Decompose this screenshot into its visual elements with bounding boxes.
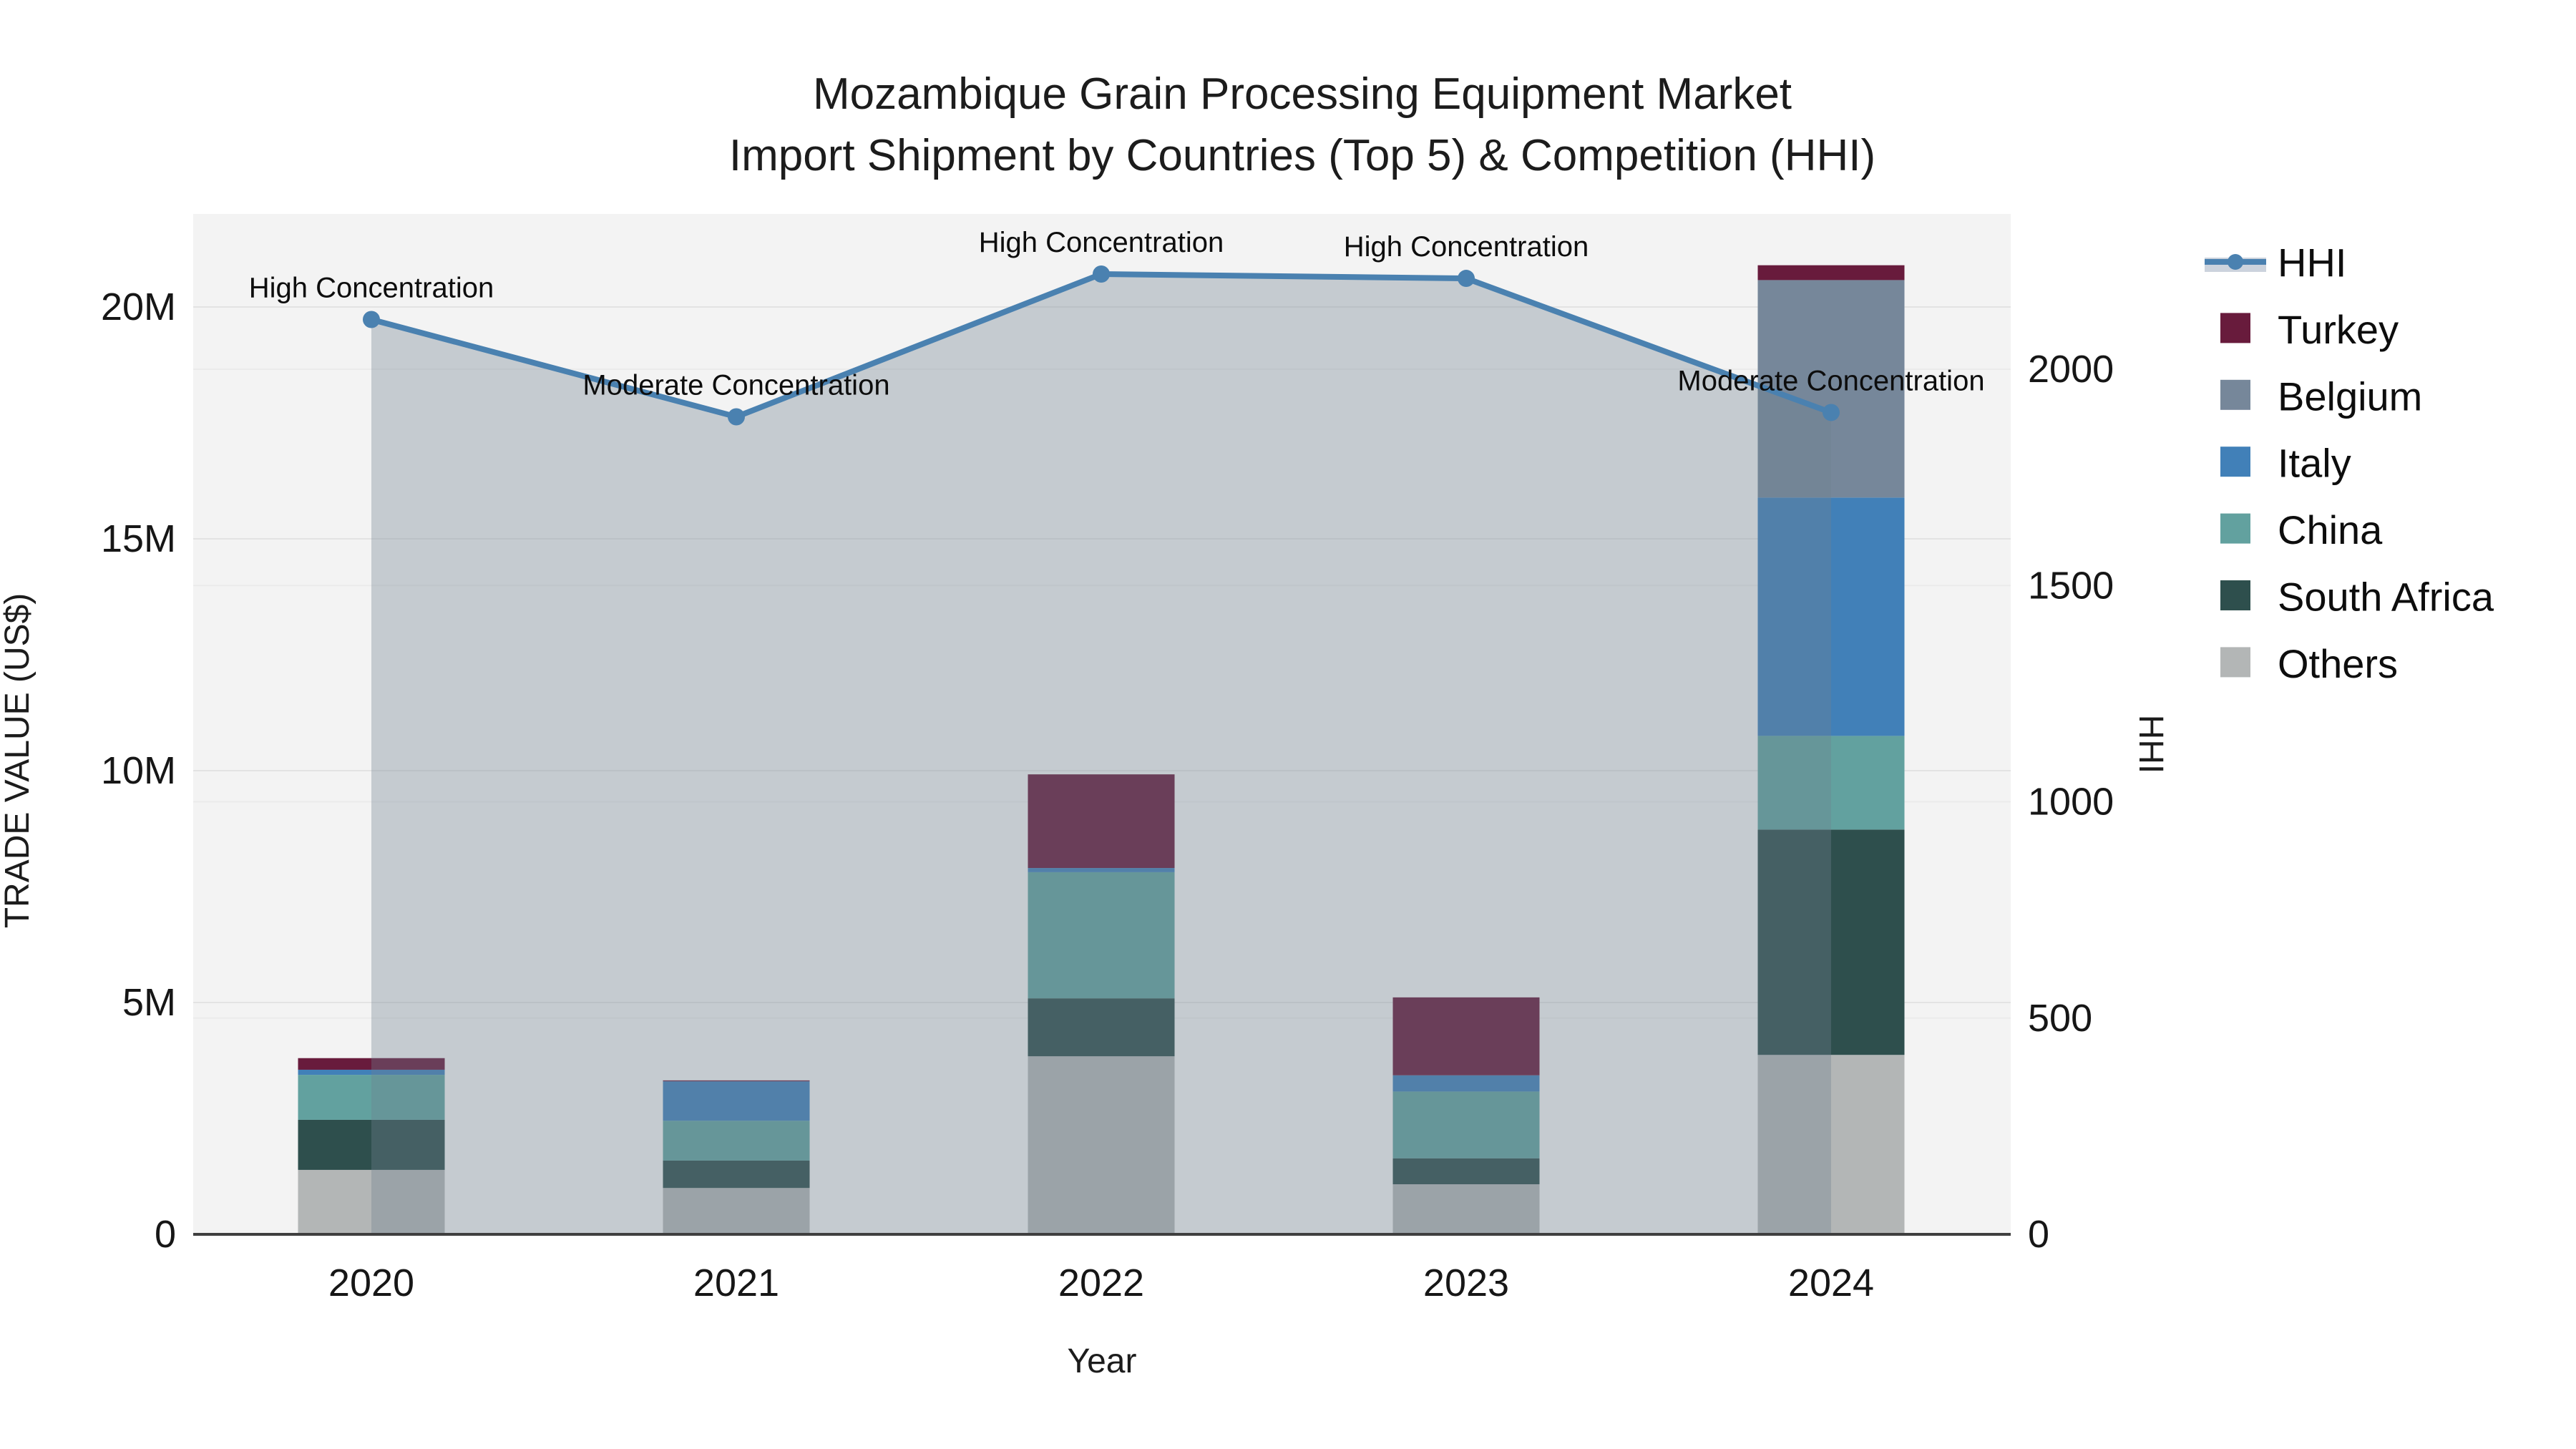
legend-item-turkey[interactable]: Turkey — [2220, 307, 2399, 352]
y-axis-left-title: TRADE VALUE (US$) — [0, 593, 36, 929]
bar-segment-italy-2020 — [298, 1069, 445, 1075]
legend-item-others[interactable]: Others — [2220, 641, 2398, 686]
hhi-marker-2022 — [1093, 265, 1110, 283]
bar-segment-china-2024 — [1757, 736, 1905, 830]
chart-title-line1: Mozambique Grain Processing Equipment Ma… — [813, 69, 1792, 119]
bar-segment-others-2021 — [663, 1188, 810, 1234]
legend-item-hhi[interactable]: HHI — [2205, 240, 2346, 286]
x-tick-2024: 2024 — [1788, 1262, 1874, 1304]
annotation-2024: Moderate Concentration — [1677, 365, 1984, 396]
bar-segment-china-2021 — [663, 1121, 810, 1161]
legend-label-hhi: HHI — [2278, 240, 2346, 286]
legend-item-china[interactable]: China — [2220, 507, 2383, 552]
bar-segment-turkey-2021 — [663, 1080, 810, 1082]
x-tick-2023: 2023 — [1423, 1262, 1509, 1304]
x-axis-title: Year — [1068, 1342, 1137, 1380]
legend-swatch-south-africa — [2220, 580, 2250, 610]
bar-segment-turkey-2022 — [1028, 774, 1175, 869]
legend-swatch-italy — [2220, 447, 2250, 477]
annotation-2021: Moderate Concentration — [582, 369, 889, 401]
chart-title-line2: Import Shipment by Countries (Top 5) & C… — [729, 131, 1875, 180]
bar-segment-others-2023 — [1392, 1184, 1540, 1234]
bar-segment-turkey-2020 — [298, 1058, 445, 1070]
y-axis-right-title: HHI — [2132, 715, 2170, 774]
legend-swatch-belgium — [2220, 379, 2250, 410]
legend-swatch-others — [2220, 647, 2250, 678]
bar-segment-italy-2023 — [1392, 1075, 1540, 1092]
y-right-tick-0: 0 — [2028, 1213, 2049, 1256]
y-right-tick-2000: 2000 — [2028, 348, 2114, 391]
bar-segment-italy-2024 — [1757, 497, 1905, 736]
bar-segment-belgium-2024 — [1757, 280, 1905, 498]
bar-segment-south-africa-2023 — [1392, 1158, 1540, 1185]
bar-segment-italy-2022 — [1028, 868, 1175, 872]
bar-segment-south-africa-2020 — [298, 1119, 445, 1170]
legend-label-china: China — [2278, 507, 2383, 552]
bar-segment-italy-2021 — [663, 1081, 810, 1121]
legend-swatch-turkey — [2220, 313, 2250, 343]
legend-label-turkey: Turkey — [2278, 307, 2399, 352]
bar-segment-turkey-2023 — [1392, 997, 1540, 1075]
y-right-tick-1000: 1000 — [2028, 781, 2114, 824]
bar-segment-south-africa-2021 — [663, 1160, 810, 1189]
bar-segment-others-2024 — [1757, 1055, 1905, 1234]
legend-label-italy: Italy — [2278, 441, 2351, 486]
bar-segment-others-2022 — [1028, 1056, 1175, 1234]
y-left-tick-0: 0 — [155, 1213, 176, 1256]
hhi-marker-2021 — [728, 408, 745, 426]
y-left-tick-20M: 20M — [101, 286, 176, 328]
annotation-2022: High Concentration — [979, 227, 1224, 258]
bar-segment-others-2020 — [298, 1169, 445, 1234]
bar-segment-china-2020 — [298, 1075, 445, 1120]
bar-segment-china-2022 — [1028, 872, 1175, 999]
legend-hhi-marker-swatch — [2228, 254, 2243, 270]
legend-label-south-africa: South Africa — [2278, 575, 2494, 620]
bar-segment-turkey-2024 — [1757, 265, 1905, 280]
legend-swatch-china — [2220, 513, 2250, 544]
y-right-tick-500: 500 — [2028, 997, 2092, 1040]
x-tick-2021: 2021 — [693, 1262, 779, 1304]
legend-label-others: Others — [2278, 641, 2398, 686]
annotation-2023: High Concentration — [1344, 231, 1589, 263]
y-left-tick-5M: 5M — [122, 981, 176, 1024]
bar-segment-south-africa-2022 — [1028, 998, 1175, 1057]
legend-item-belgium[interactable]: Belgium — [2220, 374, 2422, 419]
legend-label-belgium: Belgium — [2278, 374, 2422, 419]
hhi-marker-2020 — [363, 311, 380, 328]
bar-segment-south-africa-2024 — [1757, 829, 1905, 1055]
hhi-area-fill — [371, 274, 1831, 1234]
hhi-marker-2023 — [1458, 270, 1475, 288]
legend-item-italy[interactable]: Italy — [2220, 441, 2351, 486]
x-tick-2020: 2020 — [328, 1262, 414, 1304]
bar-segment-china-2023 — [1392, 1091, 1540, 1158]
y-left-tick-15M: 15M — [101, 517, 176, 560]
x-tick-2022: 2022 — [1058, 1262, 1144, 1304]
annotation-2020: High Concentration — [249, 272, 494, 303]
legend-item-south-africa[interactable]: South Africa — [2220, 575, 2494, 620]
y-left-tick-10M: 10M — [101, 749, 176, 792]
hhi-marker-2024 — [1823, 404, 1840, 421]
y-right-tick-1500: 1500 — [2028, 564, 2114, 607]
